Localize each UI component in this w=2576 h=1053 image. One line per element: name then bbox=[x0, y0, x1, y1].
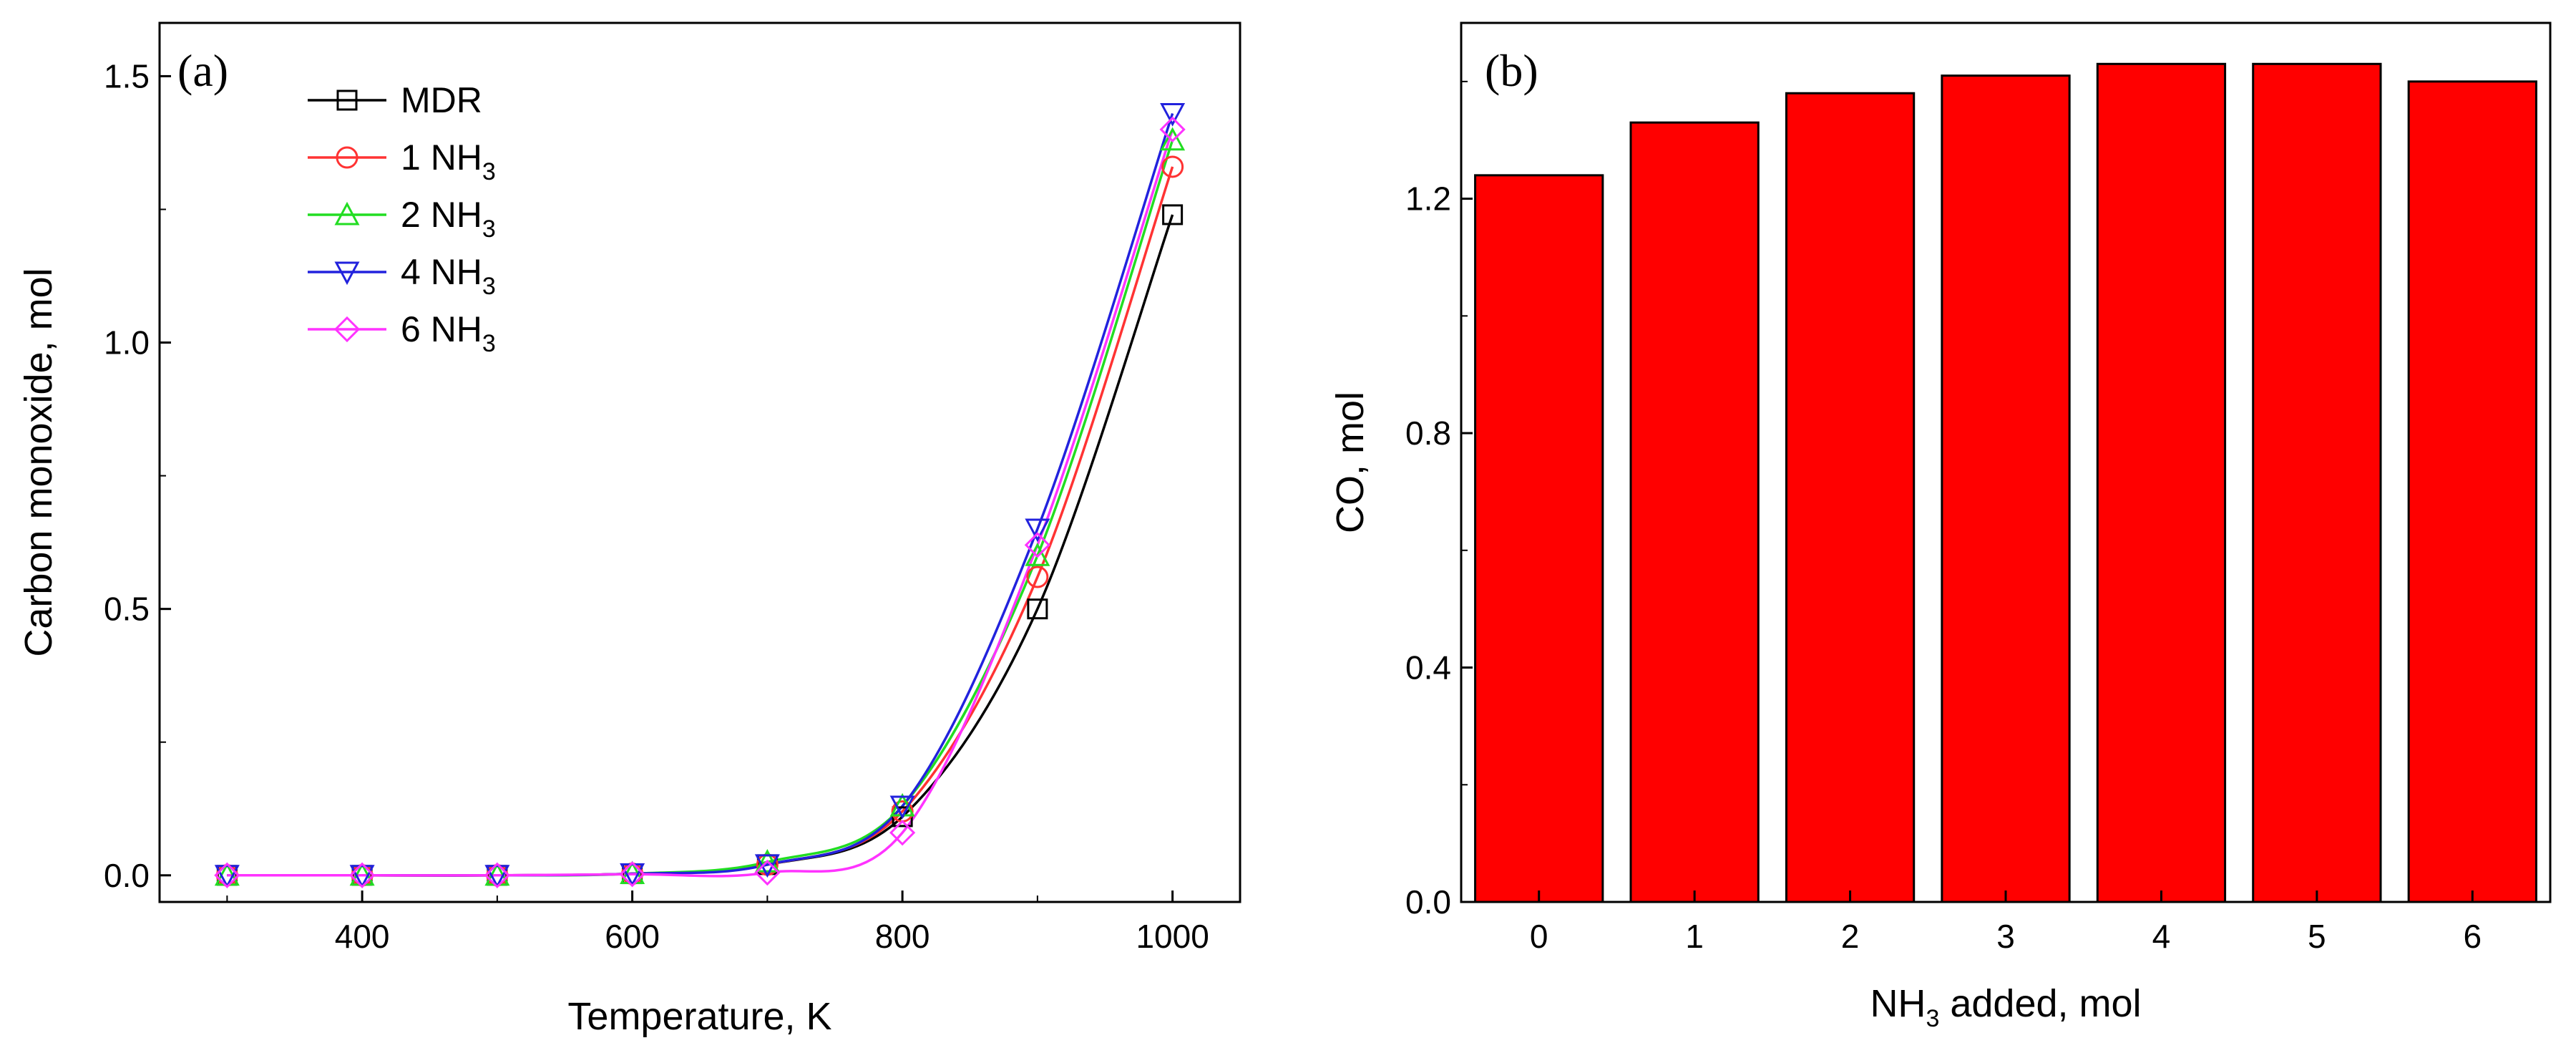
y-tick-label: 0.0 bbox=[104, 857, 150, 894]
legend-label-main: 1 NH bbox=[401, 137, 482, 178]
legend-label-sub: 3 bbox=[482, 158, 496, 185]
bar-2 bbox=[1785, 92, 1916, 903]
y-tick-label: 1.0 bbox=[104, 324, 150, 361]
data-point-4 bbox=[1159, 116, 1186, 142]
panel-a-frame bbox=[158, 21, 1241, 903]
legend-label-0: MDR bbox=[401, 80, 482, 120]
panel-b-xlabel: NH3 added, mol bbox=[1870, 982, 2141, 1032]
y-tick-label: 1.5 bbox=[104, 57, 150, 94]
series-line-4 bbox=[227, 129, 1174, 878]
data-point-3 bbox=[214, 865, 240, 888]
bar-3 bbox=[1941, 74, 2071, 903]
panel-b-xlabel-main: NH bbox=[1870, 982, 1926, 1025]
legend-label-sub: 3 bbox=[482, 273, 496, 300]
legend-label-main: 6 NH bbox=[401, 309, 482, 349]
panel-a-curves bbox=[227, 112, 1174, 878]
panel-b-xlabel-sub: 3 bbox=[1926, 1005, 1939, 1032]
y-tick-label: 0.4 bbox=[1405, 649, 1451, 686]
x-tick-label: 4 bbox=[2152, 918, 2171, 955]
legend-label-sub: 3 bbox=[482, 330, 496, 357]
legend-marker-2 bbox=[334, 201, 360, 225]
x-tick-label: 800 bbox=[875, 918, 930, 955]
x-tick-label: 600 bbox=[605, 918, 660, 955]
panel-a-markers bbox=[214, 103, 1186, 888]
data-point-2 bbox=[1160, 127, 1186, 151]
data-point-4 bbox=[349, 862, 376, 888]
data-point-3 bbox=[1025, 518, 1050, 543]
x-tick-label: 1 bbox=[1685, 918, 1704, 955]
data-point-4 bbox=[484, 862, 510, 888]
data-point-4 bbox=[754, 859, 781, 886]
legend-label-main: 4 NH bbox=[401, 252, 482, 292]
data-point-1 bbox=[1026, 566, 1049, 588]
data-point-4 bbox=[619, 861, 645, 888]
panel-b-label: (b) bbox=[1485, 45, 1538, 96]
panel-a-label: (a) bbox=[177, 45, 228, 96]
panel-a-xlabel: Temperature, K bbox=[567, 995, 831, 1038]
panel-b-ticks: 0 1 2 3 4 5 6 0.0 0.4 0.8 1.2 bbox=[1405, 80, 2482, 955]
x-tick-label: 400 bbox=[335, 918, 390, 955]
y-tick-label: 0.0 bbox=[1405, 883, 1451, 921]
data-point-3 bbox=[349, 865, 375, 888]
bar-6 bbox=[2407, 80, 2537, 903]
legend-label-1: 1 NH3 bbox=[401, 137, 496, 185]
panel-b: 0 1 2 3 4 5 60.00.40.81.2 (b) NH3 added, mol C… bbox=[1329, 21, 2552, 1032]
x-tick-label: 0 bbox=[1530, 918, 1548, 955]
data-point-0 bbox=[1162, 204, 1184, 225]
x-tick-label: 3 bbox=[1996, 918, 2015, 955]
legend-marker-1 bbox=[336, 146, 358, 169]
bar-5 bbox=[2252, 62, 2382, 903]
data-point-2 bbox=[1025, 543, 1050, 566]
series-line-3 bbox=[227, 112, 1174, 877]
x-tick-label: 1000 bbox=[1136, 918, 1209, 955]
panel-b-ylabel: CO, mol bbox=[1329, 392, 1372, 533]
panel-b-bars bbox=[1474, 62, 2537, 903]
x-tick-label: 5 bbox=[2308, 918, 2326, 955]
y-tick-label: 0.8 bbox=[1405, 414, 1451, 452]
legend-label-sub: 3 bbox=[482, 215, 496, 243]
bar-4 bbox=[2096, 62, 2227, 903]
data-point-3 bbox=[484, 865, 510, 888]
panel-a-ticks: 400 600 800 1000 0.0 0.5 1.0 1.5 bbox=[104, 57, 1209, 955]
legend-label-3: 4 NH3 bbox=[401, 252, 496, 300]
legend-label-main: 2 NH bbox=[401, 195, 482, 235]
legend-marker-4 bbox=[333, 316, 361, 343]
x-tick-label: 6 bbox=[2463, 918, 2482, 955]
series-line-2 bbox=[227, 140, 1174, 877]
data-point-4 bbox=[889, 820, 916, 846]
legend-label-2: 2 NH3 bbox=[401, 195, 496, 243]
data-point-3 bbox=[620, 863, 645, 887]
bar-1 bbox=[1629, 121, 1760, 903]
data-point-1 bbox=[1161, 155, 1184, 178]
bar-0 bbox=[1474, 174, 1604, 903]
y-tick-label: 1.2 bbox=[1405, 180, 1451, 218]
data-point-2 bbox=[754, 849, 780, 873]
legend-marker-3 bbox=[334, 261, 360, 286]
panel-a-ylabel: Carbon monoxide, mol bbox=[17, 268, 60, 656]
data-point-0 bbox=[1027, 598, 1048, 620]
legend-label-main: MDR bbox=[401, 80, 482, 120]
x-tick-label: 2 bbox=[1841, 918, 1860, 955]
legend-label-4: 6 NH3 bbox=[401, 309, 496, 357]
y-tick-label: 0.5 bbox=[104, 591, 150, 628]
legend-marker-0 bbox=[336, 89, 358, 111]
data-point-3 bbox=[889, 795, 915, 820]
data-point-4 bbox=[1024, 532, 1050, 558]
panel-b-xlabel-rest: added, mol bbox=[1939, 982, 2141, 1025]
data-point-3 bbox=[1160, 103, 1186, 127]
data-point-4 bbox=[214, 862, 240, 888]
